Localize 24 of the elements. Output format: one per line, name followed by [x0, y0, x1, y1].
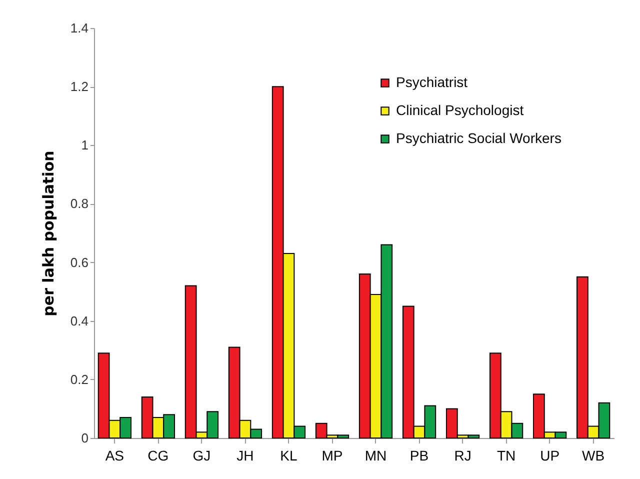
y-axis-title: per lakh population — [39, 150, 58, 316]
x-tick-label: JH — [236, 448, 254, 464]
legend-label: Psychiatric Social Workers — [396, 130, 562, 146]
x-tick-label: MP — [322, 448, 343, 464]
x-tick-label: RJ — [454, 448, 472, 464]
y-tick-label: 0.6 — [70, 254, 88, 270]
y-tick-label: 1 — [81, 138, 88, 153]
y-tick-label: 0 — [81, 430, 88, 446]
x-tick-label: GJ — [192, 448, 211, 464]
y-tick-label: 0.8 — [70, 196, 88, 212]
x-tick-label: AS — [105, 448, 124, 464]
x-tick-label: MN — [364, 448, 387, 464]
x-tick-label: CG — [148, 448, 169, 464]
y-tick-label: 1.2 — [70, 79, 88, 94]
x-tick-label: PB — [410, 448, 429, 464]
legend-label: Clinical Psychologist — [396, 102, 524, 118]
y-tick-label: 0.2 — [70, 372, 88, 387]
x-tick-label: TN — [496, 448, 516, 464]
x-tick-label: UP — [540, 448, 560, 464]
y-tick-label: 1.4 — [70, 20, 88, 36]
x-tick-label: KL — [280, 448, 298, 464]
legend-label: Psychiatrist — [396, 74, 468, 90]
y-tick-label: 0.4 — [70, 313, 88, 328]
x-tick-label: WB — [582, 448, 605, 464]
